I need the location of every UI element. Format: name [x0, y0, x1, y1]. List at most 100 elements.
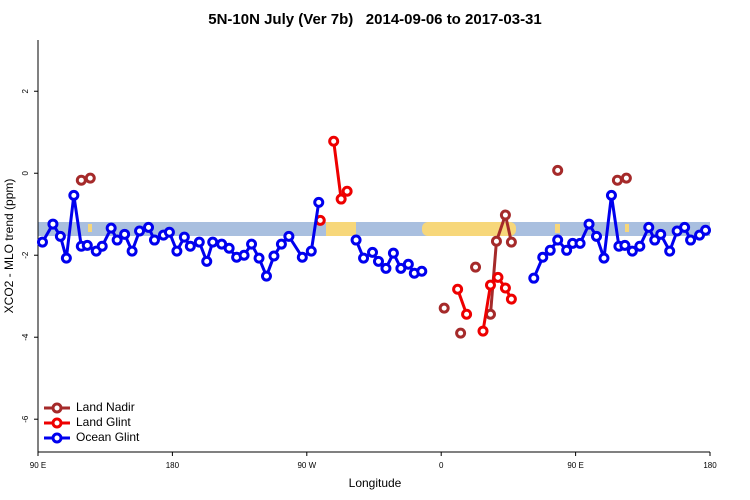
point — [36, 236, 48, 248]
point — [611, 174, 623, 186]
point — [591, 230, 603, 242]
point — [380, 262, 392, 274]
point — [552, 234, 564, 246]
point — [490, 235, 502, 247]
point — [492, 271, 504, 283]
point — [574, 237, 586, 249]
y-tick-label: -6 — [21, 415, 30, 423]
point — [246, 238, 258, 250]
point — [119, 228, 131, 240]
point — [184, 240, 196, 252]
point — [253, 252, 265, 264]
point — [655, 228, 667, 240]
x-tick-label: 90 E — [30, 461, 46, 470]
point — [283, 230, 295, 242]
x-tick-label: 90 W — [297, 461, 316, 470]
point — [583, 218, 595, 230]
x-tick-label: 0 — [439, 461, 444, 470]
y-tick-label: 2 — [21, 88, 30, 93]
point — [84, 172, 96, 184]
point — [416, 265, 428, 277]
point — [455, 327, 467, 339]
y-axis-label: XCO2 - MLO trend (ppm) — [2, 179, 16, 314]
y-tick-label: 0 — [21, 170, 30, 175]
x-axis-label: Longitude — [349, 476, 402, 490]
point — [367, 246, 379, 258]
point — [296, 251, 308, 263]
point — [664, 245, 676, 257]
point — [461, 308, 473, 320]
point — [260, 270, 272, 282]
point — [178, 231, 190, 243]
point — [268, 250, 280, 262]
point — [60, 252, 72, 264]
point — [470, 261, 482, 273]
legend-label: Land Nadir — [76, 400, 135, 414]
point — [105, 222, 117, 234]
point — [505, 236, 517, 248]
legend-marker — [51, 432, 63, 444]
y-tick-label: -2 — [21, 251, 30, 259]
point — [634, 240, 646, 252]
point — [605, 189, 617, 201]
point — [685, 234, 697, 246]
point — [452, 283, 464, 295]
x-tick-label: 180 — [703, 461, 717, 470]
point — [238, 249, 250, 261]
legend-marker — [51, 417, 63, 429]
point — [171, 245, 183, 257]
point — [700, 224, 712, 236]
legend-label: Ocean Glint — [76, 430, 140, 444]
point — [75, 174, 87, 186]
point — [499, 282, 511, 294]
point — [372, 255, 384, 267]
land-ocean-band — [38, 222, 710, 236]
point — [111, 234, 123, 246]
point — [81, 239, 93, 251]
point — [341, 185, 353, 197]
point — [626, 245, 638, 257]
series-line — [80, 176, 627, 315]
point — [679, 221, 691, 233]
point — [328, 135, 340, 147]
y-tick-label: -4 — [21, 333, 30, 341]
point — [163, 226, 175, 238]
point — [54, 230, 66, 242]
point — [335, 193, 347, 205]
point — [47, 218, 59, 230]
point — [201, 255, 213, 267]
point — [499, 209, 511, 221]
series-line — [41, 195, 707, 281]
point — [561, 244, 573, 256]
point — [148, 234, 160, 246]
point — [438, 302, 450, 314]
point — [477, 325, 489, 337]
x-tick-label: 90 E — [567, 461, 583, 470]
point — [223, 242, 235, 254]
point — [620, 172, 632, 184]
point — [387, 247, 399, 259]
point — [484, 279, 496, 291]
point — [275, 238, 287, 250]
point — [552, 164, 564, 176]
legend-label: Land Glint — [76, 415, 131, 429]
point — [207, 236, 219, 248]
point — [143, 221, 155, 233]
point — [193, 236, 205, 248]
point — [643, 221, 655, 233]
point — [544, 244, 556, 256]
x-tick-label: 180 — [166, 461, 180, 470]
point — [134, 225, 146, 237]
series-line — [332, 141, 513, 332]
point — [528, 272, 540, 284]
point — [598, 252, 610, 264]
legend-marker — [51, 402, 63, 414]
point — [619, 239, 631, 251]
point — [68, 189, 80, 201]
point — [358, 252, 370, 264]
point — [402, 258, 414, 270]
point — [505, 293, 517, 305]
point — [96, 240, 108, 252]
point — [350, 234, 362, 246]
